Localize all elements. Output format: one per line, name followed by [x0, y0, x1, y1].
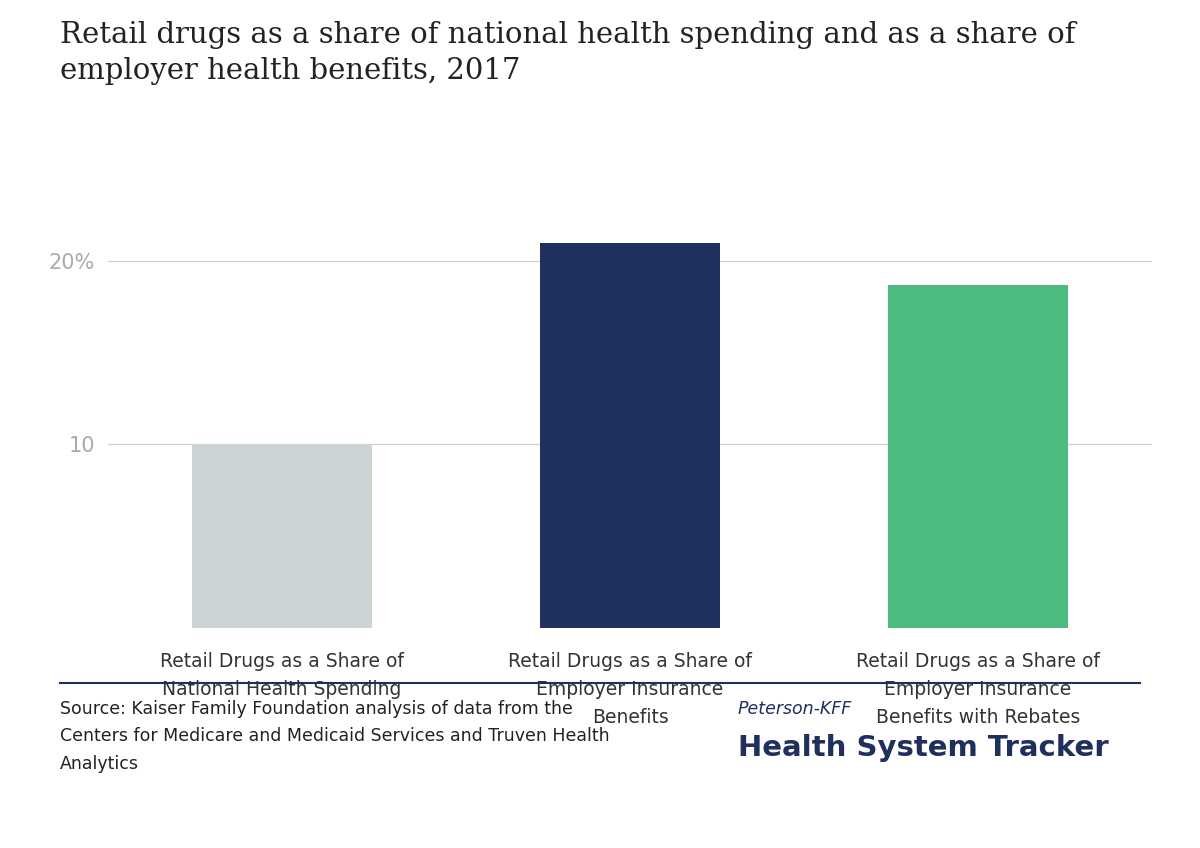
Bar: [540, 243, 720, 628]
Text: Peterson-KFF: Peterson-KFF: [738, 700, 852, 717]
Text: Health System Tracker: Health System Tracker: [738, 734, 1109, 762]
Bar: [192, 444, 372, 628]
Text: Source: Kaiser Family Foundation analysis of data from the
Centers for Medicare : Source: Kaiser Family Foundation analysi…: [60, 700, 610, 773]
Bar: [888, 285, 1068, 628]
Text: Retail drugs as a share of national health spending and as a share of
employer h: Retail drugs as a share of national heal…: [60, 21, 1075, 85]
